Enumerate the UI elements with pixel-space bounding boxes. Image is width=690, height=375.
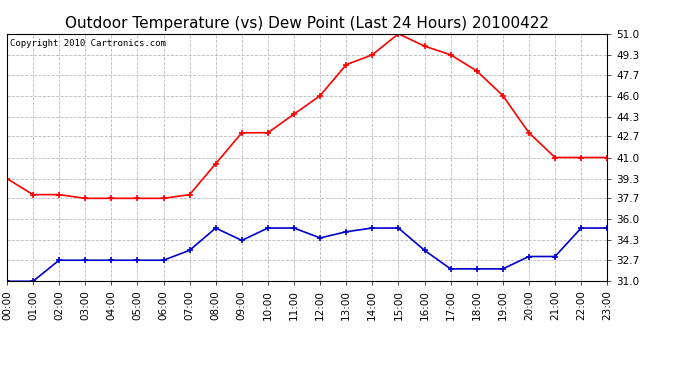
Text: Copyright 2010 Cartronics.com: Copyright 2010 Cartronics.com — [10, 39, 166, 48]
Title: Outdoor Temperature (vs) Dew Point (Last 24 Hours) 20100422: Outdoor Temperature (vs) Dew Point (Last… — [65, 16, 549, 31]
